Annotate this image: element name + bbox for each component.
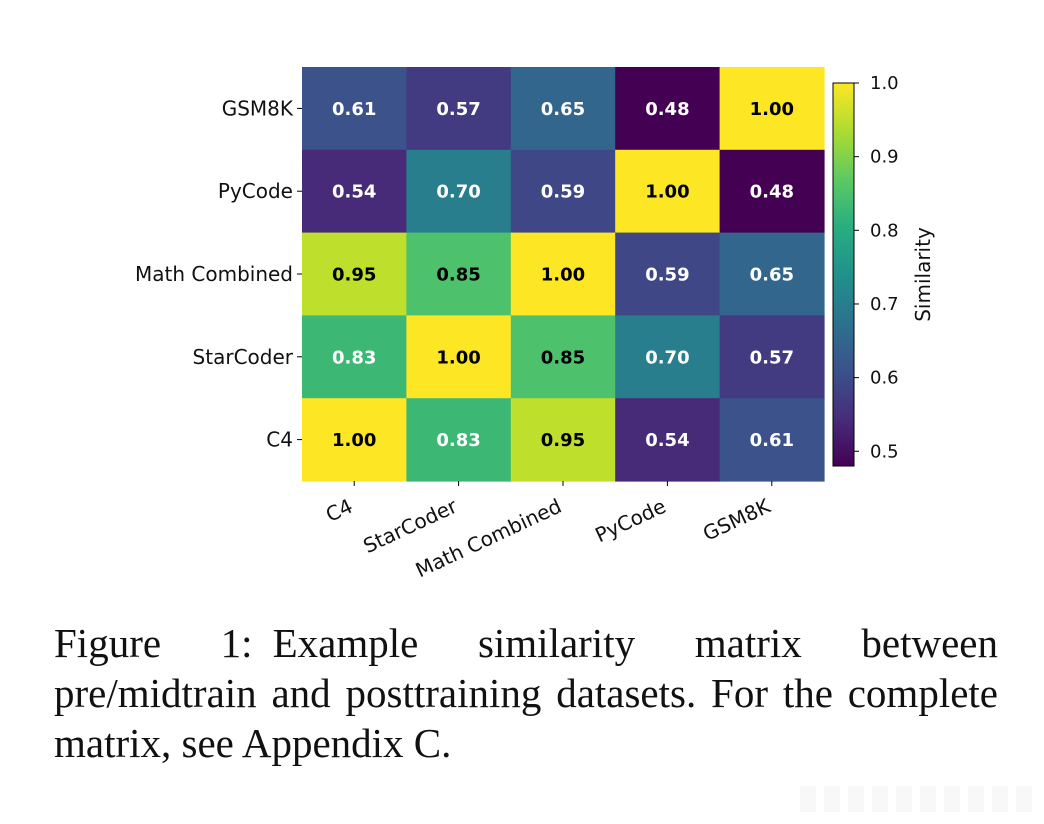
colorbar-tick-label: 0.8 xyxy=(870,220,899,241)
colorbar-tick-label: 1.0 xyxy=(870,73,899,94)
colorbar-gradient xyxy=(832,82,855,467)
heatmap-cell xyxy=(406,232,512,316)
cell-value-label: 1.00 xyxy=(332,430,376,451)
heatmap-cell xyxy=(406,67,512,151)
heatmap-cell xyxy=(302,315,407,399)
x-tick-label: GSM8K xyxy=(699,493,775,545)
cell-value-label: 0.65 xyxy=(541,99,585,120)
y-tick-label: PyCode xyxy=(218,179,293,203)
y-tick-label: StarCoder xyxy=(193,345,294,369)
watermark xyxy=(800,786,1032,812)
heatmap-cell xyxy=(302,232,407,316)
cell-value-label: 0.85 xyxy=(541,347,585,368)
cell-value-label: 0.59 xyxy=(645,265,689,286)
heatmap-cell xyxy=(510,232,616,316)
cell-value-label: 0.59 xyxy=(541,182,585,203)
cell-value-label: 0.61 xyxy=(750,430,794,451)
heatmap-cell xyxy=(719,67,825,151)
y-tick-label: C4 xyxy=(266,428,293,452)
colorbar-tick-label: 0.6 xyxy=(870,368,899,389)
colorbar-tick-label: 0.5 xyxy=(870,441,899,462)
heatmap-cell xyxy=(302,398,407,482)
cell-value-label: 0.83 xyxy=(436,430,480,451)
heatmap-cell xyxy=(719,232,825,316)
figure-caption-text: Example similarity matrix between pre/mi… xyxy=(54,620,998,766)
heatmap-cell xyxy=(510,67,616,151)
colorbar-tick-label: 0.7 xyxy=(870,294,899,315)
cell-value-label: 0.83 xyxy=(332,347,376,368)
cell-value-label: 0.70 xyxy=(645,347,689,368)
heatmap-cell xyxy=(719,398,825,482)
x-tick-label: C4 xyxy=(322,494,356,527)
heatmap-cell xyxy=(615,149,721,234)
cell-value-label: 0.54 xyxy=(332,182,376,203)
y-tick-label: GSM8K xyxy=(222,96,294,120)
cell-value-label: 0.95 xyxy=(541,430,585,451)
cell-value-label: 0.65 xyxy=(750,265,794,286)
heatmap-cell xyxy=(615,398,721,482)
colorbar-tick-label: 0.9 xyxy=(870,147,899,168)
cell-value-label: 0.95 xyxy=(332,265,376,286)
cell-value-label: 0.85 xyxy=(436,265,480,286)
heatmap-cell xyxy=(302,67,407,151)
heatmap-cell xyxy=(615,232,721,316)
heatmap-cell xyxy=(719,315,825,399)
heatmap-cell xyxy=(406,398,512,482)
x-tick-label: PyCode xyxy=(591,494,669,547)
cell-value-label: 1.00 xyxy=(645,182,689,203)
cell-value-label: 0.57 xyxy=(750,347,794,368)
heatmap-cell xyxy=(406,315,512,399)
row-labels: GSM8K PyCode Math Combined StarCoder C4 xyxy=(135,96,302,452)
heatmap-cell xyxy=(302,149,407,234)
figure-caption: Figure 1: Example similarity matrix betwe… xyxy=(54,618,998,768)
heatmap-cell xyxy=(719,149,825,234)
heatmap-cells: 0.61 0.57 0.65 0.48 1.00 0.54 0.70 0.59 1.00 0.48… xyxy=(302,67,825,482)
colorbar: 0.5 0.6 0.7 0.8 0.9 1.0 Similarity xyxy=(832,73,935,467)
colorbar-label: Similarity xyxy=(911,227,935,322)
heatmap-cell xyxy=(406,149,512,234)
figure-label: Figure 1: xyxy=(54,620,253,666)
heatmap-cell xyxy=(510,315,616,399)
heatmap-cell xyxy=(510,149,616,234)
cell-value-label: 0.48 xyxy=(645,99,689,120)
cell-value-label: 0.70 xyxy=(436,182,480,203)
heatmap-cell xyxy=(615,315,721,399)
cell-value-label: 1.00 xyxy=(436,347,480,368)
cell-value-label: 1.00 xyxy=(750,99,794,120)
cell-value-label: 0.48 xyxy=(750,182,794,203)
similarity-heatmap: 0.61 0.57 0.65 0.48 1.00 0.54 0.70 0.59 1.00 0.48… xyxy=(135,67,935,582)
heatmap-cell xyxy=(510,398,616,482)
y-tick-label: Math Combined xyxy=(135,262,293,286)
heatmap-cell xyxy=(615,67,721,151)
cell-value-label: 0.57 xyxy=(436,99,480,120)
cell-value-label: 1.00 xyxy=(541,265,585,286)
cell-value-label: 0.61 xyxy=(332,99,376,120)
cell-value-label: 0.54 xyxy=(645,430,689,451)
